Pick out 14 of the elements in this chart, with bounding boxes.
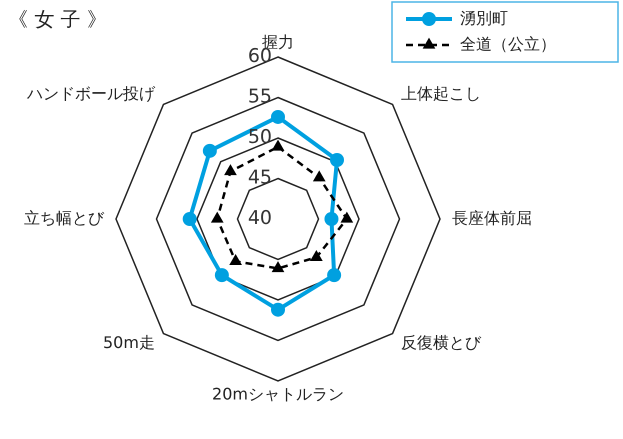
legend-label: 全道（公立） — [460, 34, 556, 54]
spoke-label: 長座体前屈 — [452, 208, 532, 228]
spoke-label: 立ち幅とび — [24, 208, 105, 228]
spoke-label: 反復横とび — [401, 332, 482, 352]
y-tick-label: 45 — [248, 166, 272, 189]
spoke-label: 上体起こし — [401, 84, 482, 103]
spoke-label: 20mシャトルラン — [212, 384, 344, 404]
legend-label: 湧別町 — [460, 8, 508, 28]
y-tick-label: 40 — [248, 207, 272, 230]
chart-title: 《 女 子 》 — [8, 7, 108, 31]
y-tick-label: 50 — [248, 126, 272, 148]
y-tick-label: 55 — [248, 86, 272, 108]
spoke-label: ハンドボール投げ — [26, 84, 156, 103]
spoke-label: 50m走 — [103, 332, 155, 352]
